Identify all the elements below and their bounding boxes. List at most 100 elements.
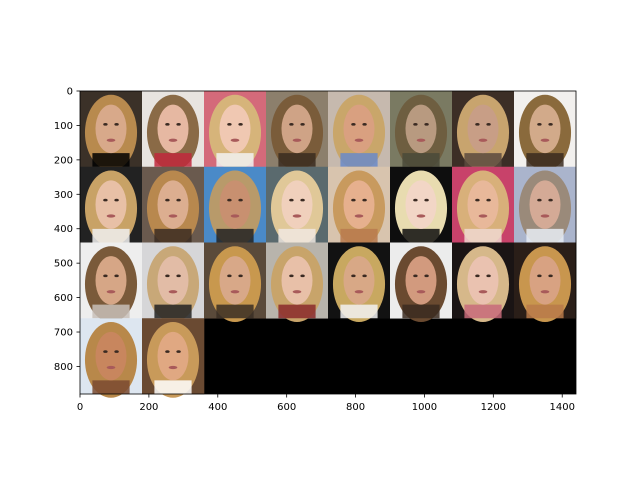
eye-right (176, 123, 181, 126)
eye-left (165, 350, 170, 353)
eye-right (424, 274, 429, 278)
eye-right (176, 198, 181, 202)
face-shape (157, 331, 189, 381)
face-shape (157, 104, 189, 154)
face-tile (452, 242, 515, 323)
eye-right (114, 198, 119, 202)
eye-right (176, 274, 181, 278)
eye-left (475, 198, 480, 202)
shoulder-shape (464, 153, 502, 167)
mouth (106, 290, 116, 294)
eye-left (537, 123, 542, 126)
eye-left (413, 123, 418, 126)
face-tile (142, 242, 205, 323)
face-shape (467, 104, 499, 154)
face-tile (328, 166, 391, 247)
x-tick-label: 1000 (412, 402, 437, 413)
eye-right (486, 123, 491, 126)
y-tick-label: 600 (54, 293, 73, 304)
mouth (540, 214, 550, 218)
mouth (540, 138, 550, 142)
x-tick-label: 400 (208, 402, 227, 413)
eye-left (289, 274, 294, 278)
x-tick-label: 0 (77, 402, 83, 413)
face-tile (142, 91, 205, 171)
shoulder-shape (278, 304, 316, 319)
face-shape (95, 104, 127, 154)
mouth (106, 138, 116, 142)
mouth (230, 214, 240, 218)
mouth (168, 365, 178, 370)
face-tile (266, 91, 329, 171)
x-tick-label: 1200 (481, 402, 506, 413)
shoulder-shape (92, 228, 130, 243)
mouth (540, 290, 550, 294)
face-tile (80, 242, 143, 323)
mouth (292, 290, 302, 294)
face-shape (95, 256, 127, 305)
face-tile (80, 318, 143, 398)
y-tick-label: 700 (54, 328, 73, 339)
eye-left (475, 274, 480, 278)
face-shape (529, 256, 561, 305)
mouth (416, 138, 426, 142)
eye-right (114, 350, 119, 353)
eye-left (165, 198, 170, 202)
face-shape (405, 180, 437, 229)
face-shape (405, 104, 437, 154)
shoulder-shape (526, 153, 564, 167)
shoulder-shape (216, 304, 254, 319)
mouth (478, 138, 488, 142)
face-tile (452, 91, 515, 171)
face-shape (467, 256, 499, 305)
face-tile (452, 166, 515, 247)
eye-left (227, 123, 232, 126)
mouth (168, 290, 178, 294)
mouth (292, 214, 302, 218)
eye-right (548, 274, 553, 278)
face-shape (343, 104, 375, 154)
face-shape (95, 331, 127, 381)
eye-left (351, 274, 356, 278)
face-tile (142, 166, 205, 247)
face-tile (204, 242, 267, 323)
eye-left (165, 274, 170, 278)
eye-right (300, 198, 305, 202)
eye-right (362, 274, 367, 278)
y-tick-label: 0 (67, 87, 73, 98)
face-shape (219, 256, 251, 305)
shoulder-shape (216, 228, 254, 243)
eye-left (413, 198, 418, 202)
face-tile (266, 166, 329, 247)
eye-left (289, 198, 294, 202)
shoulder-shape (154, 380, 192, 394)
plot-area (79, 90, 577, 398)
face-shape (281, 104, 313, 154)
eye-right (238, 198, 243, 202)
face-shape (219, 180, 251, 229)
eye-left (103, 123, 108, 126)
face-shape (529, 104, 561, 154)
face-tile (514, 91, 577, 171)
x-tick-label: 200 (139, 402, 158, 413)
x-tick-label: 600 (277, 402, 296, 413)
shoulder-shape (216, 153, 254, 167)
mouth (106, 214, 116, 218)
eye-right (300, 274, 305, 278)
face-shape (343, 180, 375, 229)
shoulder-shape (92, 153, 130, 167)
eye-right (424, 198, 429, 202)
mouth (230, 290, 240, 294)
y-tick-label: 100 (54, 121, 73, 132)
x-tick-label: 800 (346, 402, 365, 413)
eye-left (351, 198, 356, 202)
eye-left (165, 123, 170, 126)
eye-right (424, 123, 429, 126)
eye-right (548, 123, 553, 126)
eye-left (351, 123, 356, 126)
eye-left (537, 274, 542, 278)
mouth (106, 365, 116, 370)
mouth (292, 138, 302, 142)
shoulder-shape (340, 153, 378, 167)
